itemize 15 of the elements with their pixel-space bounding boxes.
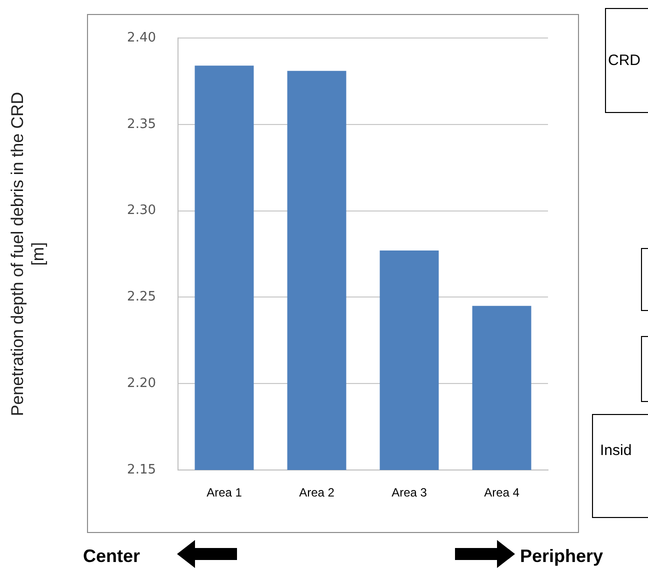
text: Periphery xyxy=(520,546,604,567)
x-tick-label: Area 2 xyxy=(299,486,335,500)
y-axis-title: Penetration depth of fuel debris in the CRD [m] xyxy=(8,92,48,416)
x-tick-label: Area 3 xyxy=(392,486,428,500)
y-tick-label: 2.35 xyxy=(127,116,156,132)
y-tick-label: 2.40 xyxy=(127,30,156,46)
y-tick-label: 2.15 xyxy=(127,462,156,478)
x-tick-label: Area 1 xyxy=(206,486,242,500)
text: Insid xyxy=(600,442,632,459)
text: CRD xyxy=(608,52,640,69)
text: Center xyxy=(83,546,140,567)
y-tick-label: 2.20 xyxy=(127,376,156,391)
y-tick-label: 2.30 xyxy=(127,203,156,218)
y-tick-label: 2.25 xyxy=(127,290,156,305)
x-tick-label: Area 4 xyxy=(484,486,520,500)
